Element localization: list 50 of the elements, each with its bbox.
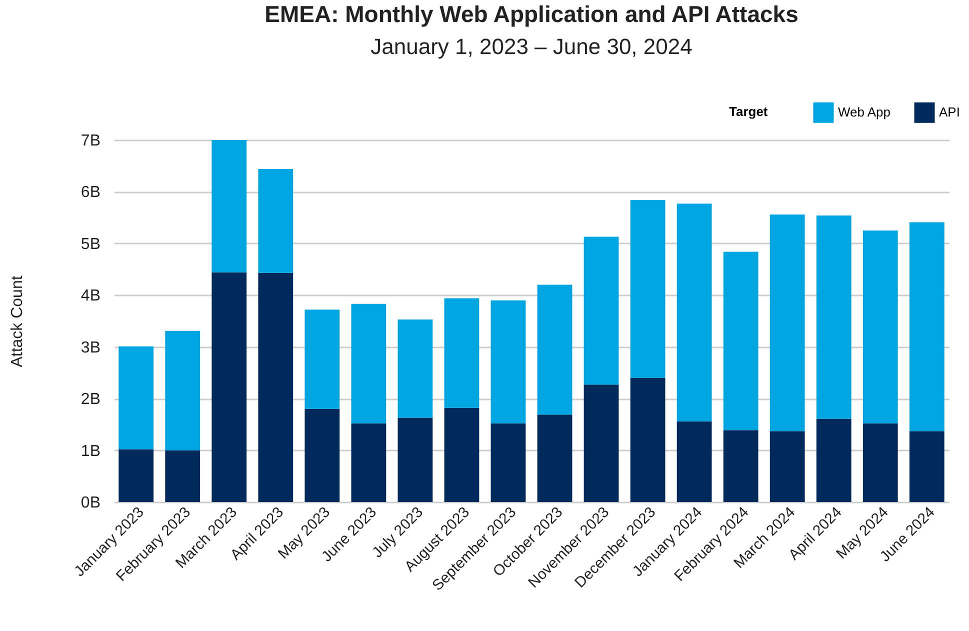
y-tick-label: 3B: [80, 339, 100, 356]
bar: [630, 378, 666, 502]
bar: [212, 272, 247, 502]
y-tick-label: 2B: [80, 391, 100, 408]
bar: [258, 168, 294, 273]
bar: [723, 430, 758, 502]
bar: [584, 384, 619, 502]
bar: [862, 423, 898, 502]
bar: [304, 310, 340, 409]
bar: [723, 252, 758, 430]
y-tick-label: 1B: [80, 442, 100, 460]
chart-subtitle: January 1, 2023 – June 30, 2024: [370, 34, 692, 59]
bar: [444, 408, 480, 502]
bar: [212, 140, 247, 272]
bar: [537, 414, 572, 502]
legend-label: Web App: [838, 104, 891, 120]
bar: [165, 450, 200, 502]
bar: [490, 300, 526, 424]
bar: [165, 330, 200, 450]
bar: [862, 230, 898, 424]
bar: [351, 423, 386, 502]
bar: [444, 298, 480, 408]
bar: [351, 304, 386, 424]
bar: [584, 236, 619, 385]
bar: [118, 346, 154, 450]
bar: [770, 214, 805, 432]
legend-title: Target: [729, 104, 768, 119]
y-tick-label: 5B: [80, 236, 100, 253]
bar: [537, 284, 572, 415]
bar: [490, 423, 526, 502]
bar: [630, 200, 666, 378]
bar: [258, 272, 294, 502]
y-tick-label: 4B: [80, 288, 100, 305]
bar: [398, 418, 433, 502]
bar: [676, 421, 712, 502]
bar: [909, 431, 944, 502]
y-axis-title: Attack Count: [8, 275, 26, 368]
legend-label: API: [939, 104, 960, 120]
y-tick-label: 0B: [80, 494, 100, 512]
bar: [909, 222, 944, 432]
chart-title: EMEA: Monthly Web Application and API Attacks: [264, 1, 798, 27]
bar: [118, 449, 154, 502]
y-tick-label: 7B: [80, 132, 100, 150]
bar: [304, 408, 340, 502]
bar: [816, 216, 852, 419]
bar: [816, 418, 852, 502]
bar: [398, 319, 433, 418]
y-tick-label: 6B: [80, 184, 100, 202]
bar: [770, 431, 805, 502]
bar: [676, 204, 712, 422]
